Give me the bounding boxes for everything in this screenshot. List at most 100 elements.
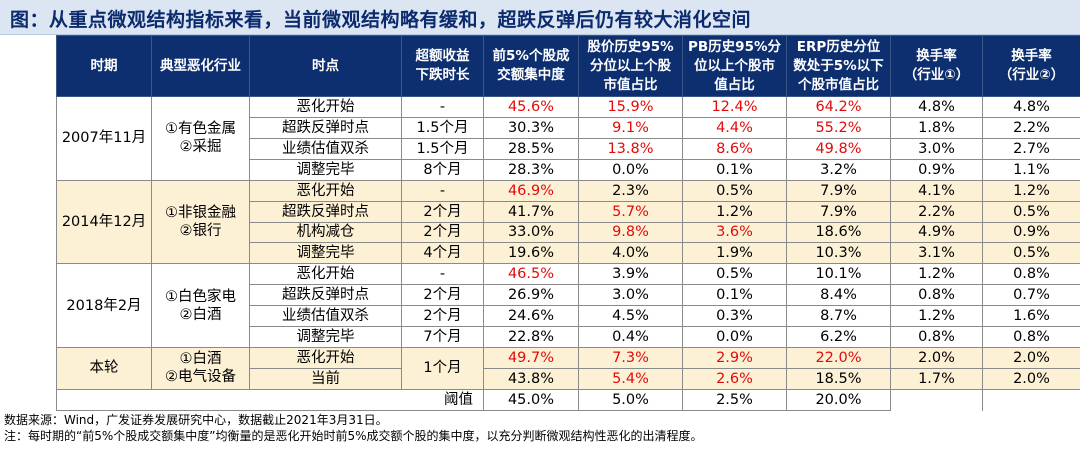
price-cell: 5.7%	[578, 200, 683, 223]
time-point-cell: 当前	[249, 367, 402, 390]
table-row: 2007年11月 ①有色金属 ②采掘 恶化开始 - 45.6% 15.9% 12.…	[56, 96, 1080, 181]
table-row: 业绩估值双杀 2个月 24.6% 4.5% 0.3% 8.7% 1.2% 1.6…	[57, 305, 1080, 328]
turnover1-cell: 0.8%	[890, 284, 983, 307]
erp-cell: 55.2%	[786, 116, 891, 139]
duration-cell: -	[401, 96, 484, 118]
time-point-cell: 恶化开始	[249, 347, 402, 369]
top5-cell: 30.3%	[483, 116, 579, 139]
price-cell: 7.3%	[578, 347, 683, 369]
turnover1-cell: 2.0%	[890, 347, 983, 369]
turnover1-cell: 1.8%	[890, 116, 983, 139]
erp-cell: 49.8%	[786, 137, 891, 160]
period-cell: 本轮	[56, 347, 152, 390]
top5-cell: 41.7%	[483, 200, 579, 223]
table-row: 调整完毕 7个月 22.8% 0.4% 0.0% 6.2% 0.8% 0.8%	[57, 326, 1080, 349]
header-excess-decline: 超额收益 下跌时长	[401, 35, 484, 97]
pb-cell: 8.6%	[682, 137, 787, 160]
duration-cell: 2个月	[401, 284, 484, 307]
top5-cell: 46.5%	[483, 263, 579, 286]
pb-cell: 1.2%	[682, 200, 787, 223]
industry-cell: ①有色金属 ②采掘	[151, 96, 250, 181]
price-cell: 3.9%	[578, 263, 683, 286]
duration-cell: 2个月	[401, 305, 484, 328]
pb-cell: 0.1%	[682, 158, 787, 181]
duration-cell: 2个月	[401, 221, 484, 244]
turnover1-cell: 4.9%	[890, 221, 983, 244]
duration-cell: 1.5个月	[401, 116, 484, 139]
period-cell: 2018年2月	[56, 263, 152, 349]
table-row: 当前 43.8% 5.4% 2.6% 18.5% 1.7% 2.0%	[57, 367, 1080, 390]
turnover1-cell: 1.2%	[890, 305, 983, 328]
price-cell: 9.8%	[578, 221, 683, 244]
header-erp-hist: ERP历史分位 数处于5%以下 个股市值占比	[786, 35, 891, 97]
erp-cell: 18.6%	[786, 221, 891, 244]
price-cell: 2.3%	[578, 179, 683, 202]
page-title: 图：从重点微观结构指标来看，当前微观结构略有缓和，超跌反弹后仍有较大消化空间	[10, 9, 752, 31]
erp-cell: 8.7%	[786, 305, 891, 328]
title-bar: 图：从重点微观结构指标来看，当前微观结构略有缓和，超跌反弹后仍有较大消化空间	[0, 0, 1080, 35]
duration-cell: 4个月	[401, 242, 484, 265]
table-row: 业绩估值双杀 1.5个月 28.5% 13.8% 8.6% 49.8% 3.0%…	[57, 137, 1080, 160]
turnover1-cell: 4.8%	[890, 96, 983, 118]
threshold-price: 5.0%	[578, 388, 683, 412]
table-row: 调整完毕 8个月 28.3% 0.0% 0.1% 3.2% 0.9% 1.1%	[57, 158, 1080, 181]
pb-cell: 4.4%	[682, 116, 787, 139]
pb-cell: 0.5%	[682, 179, 787, 202]
turnover2-cell: 0.8%	[982, 263, 1080, 286]
top5-cell: 24.6%	[483, 305, 579, 328]
method-note: 注：每时期的“前5%个股成交额集中度”均衡量的是恶化开始时前5%成交额个股的集中…	[4, 429, 703, 443]
price-cell: 0.4%	[578, 326, 683, 349]
erp-cell: 7.9%	[786, 200, 891, 223]
erp-cell: 3.2%	[786, 158, 891, 181]
price-cell: 5.4%	[578, 367, 683, 390]
threshold-row: 阈值 45.0% 5.0% 2.5% 20.0%	[56, 388, 1080, 412]
erp-cell: 7.9%	[786, 179, 891, 202]
table-row: 2014年12月 ①非银金融 ②银行 恶化开始 - 46.9% 2.3% 0.5%…	[56, 179, 1080, 265]
turnover1-cell: 1.7%	[890, 367, 983, 390]
duration-cell: -	[401, 179, 484, 202]
erp-cell: 22.0%	[786, 347, 891, 369]
period-cell: 2007年11月	[56, 96, 152, 181]
threshold-erp: 20.0%	[786, 388, 891, 412]
pb-cell: 2.9%	[682, 347, 787, 369]
price-cell: 4.0%	[578, 242, 683, 265]
turnover1-cell: 2.2%	[890, 200, 983, 223]
turnover2-cell: 0.5%	[982, 242, 1080, 265]
time-point-cell: 超跌反弹时点	[249, 284, 402, 307]
time-point-cell: 超跌反弹时点	[249, 116, 402, 139]
threshold-blank	[982, 388, 1080, 411]
table-row: 超跌反弹时点 2个月 41.7% 5.7% 1.2% 7.9% 2.2% 0.5…	[57, 200, 1080, 223]
table-row: 2018年2月 ①白色家电 ②白酒 恶化开始 - 46.5% 3.9% 0.5% …	[56, 263, 1080, 349]
pb-cell: 0.1%	[682, 284, 787, 307]
price-cell: 0.0%	[578, 158, 683, 181]
time-point-cell: 恶化开始	[249, 179, 402, 202]
turnover2-cell: 0.7%	[982, 284, 1080, 307]
duration-cell: 1个月	[401, 347, 484, 390]
threshold-pb: 2.5%	[682, 388, 787, 412]
turnover2-cell: 0.5%	[982, 200, 1080, 223]
header-industry: 典型恶化行业	[151, 35, 250, 97]
erp-cell: 10.3%	[786, 242, 891, 265]
time-point-cell: 超跌反弹时点	[249, 200, 402, 223]
pb-cell: 0.0%	[682, 326, 787, 349]
pb-cell: 1.9%	[682, 242, 787, 265]
header-time-point: 时点	[249, 35, 402, 97]
industry-cell: ①非银金融 ②银行	[151, 179, 250, 265]
period-cell: 2014年12月	[56, 179, 152, 265]
top5-cell: 49.7%	[483, 347, 579, 369]
time-point-cell: 调整完毕	[249, 242, 402, 265]
erp-cell: 18.5%	[786, 367, 891, 390]
time-point-cell: 恶化开始	[249, 263, 402, 286]
industry-cell: ①白色家电 ②白酒	[151, 263, 250, 349]
pb-cell: 0.5%	[682, 263, 787, 286]
turnover1-cell: 4.1%	[890, 179, 983, 202]
price-cell: 4.5%	[578, 305, 683, 328]
price-cell: 13.8%	[578, 137, 683, 160]
header-top5: 前5%个股成 交额集中度	[483, 35, 579, 97]
erp-cell: 10.1%	[786, 263, 891, 286]
table-row: 调整完毕 4个月 19.6% 4.0% 1.9% 10.3% 3.1% 0.5%	[57, 242, 1080, 265]
time-point-cell: 调整完毕	[249, 326, 402, 349]
threshold-top5: 45.0%	[483, 388, 579, 412]
duration-cell: -	[401, 263, 484, 286]
price-cell: 3.0%	[578, 284, 683, 307]
